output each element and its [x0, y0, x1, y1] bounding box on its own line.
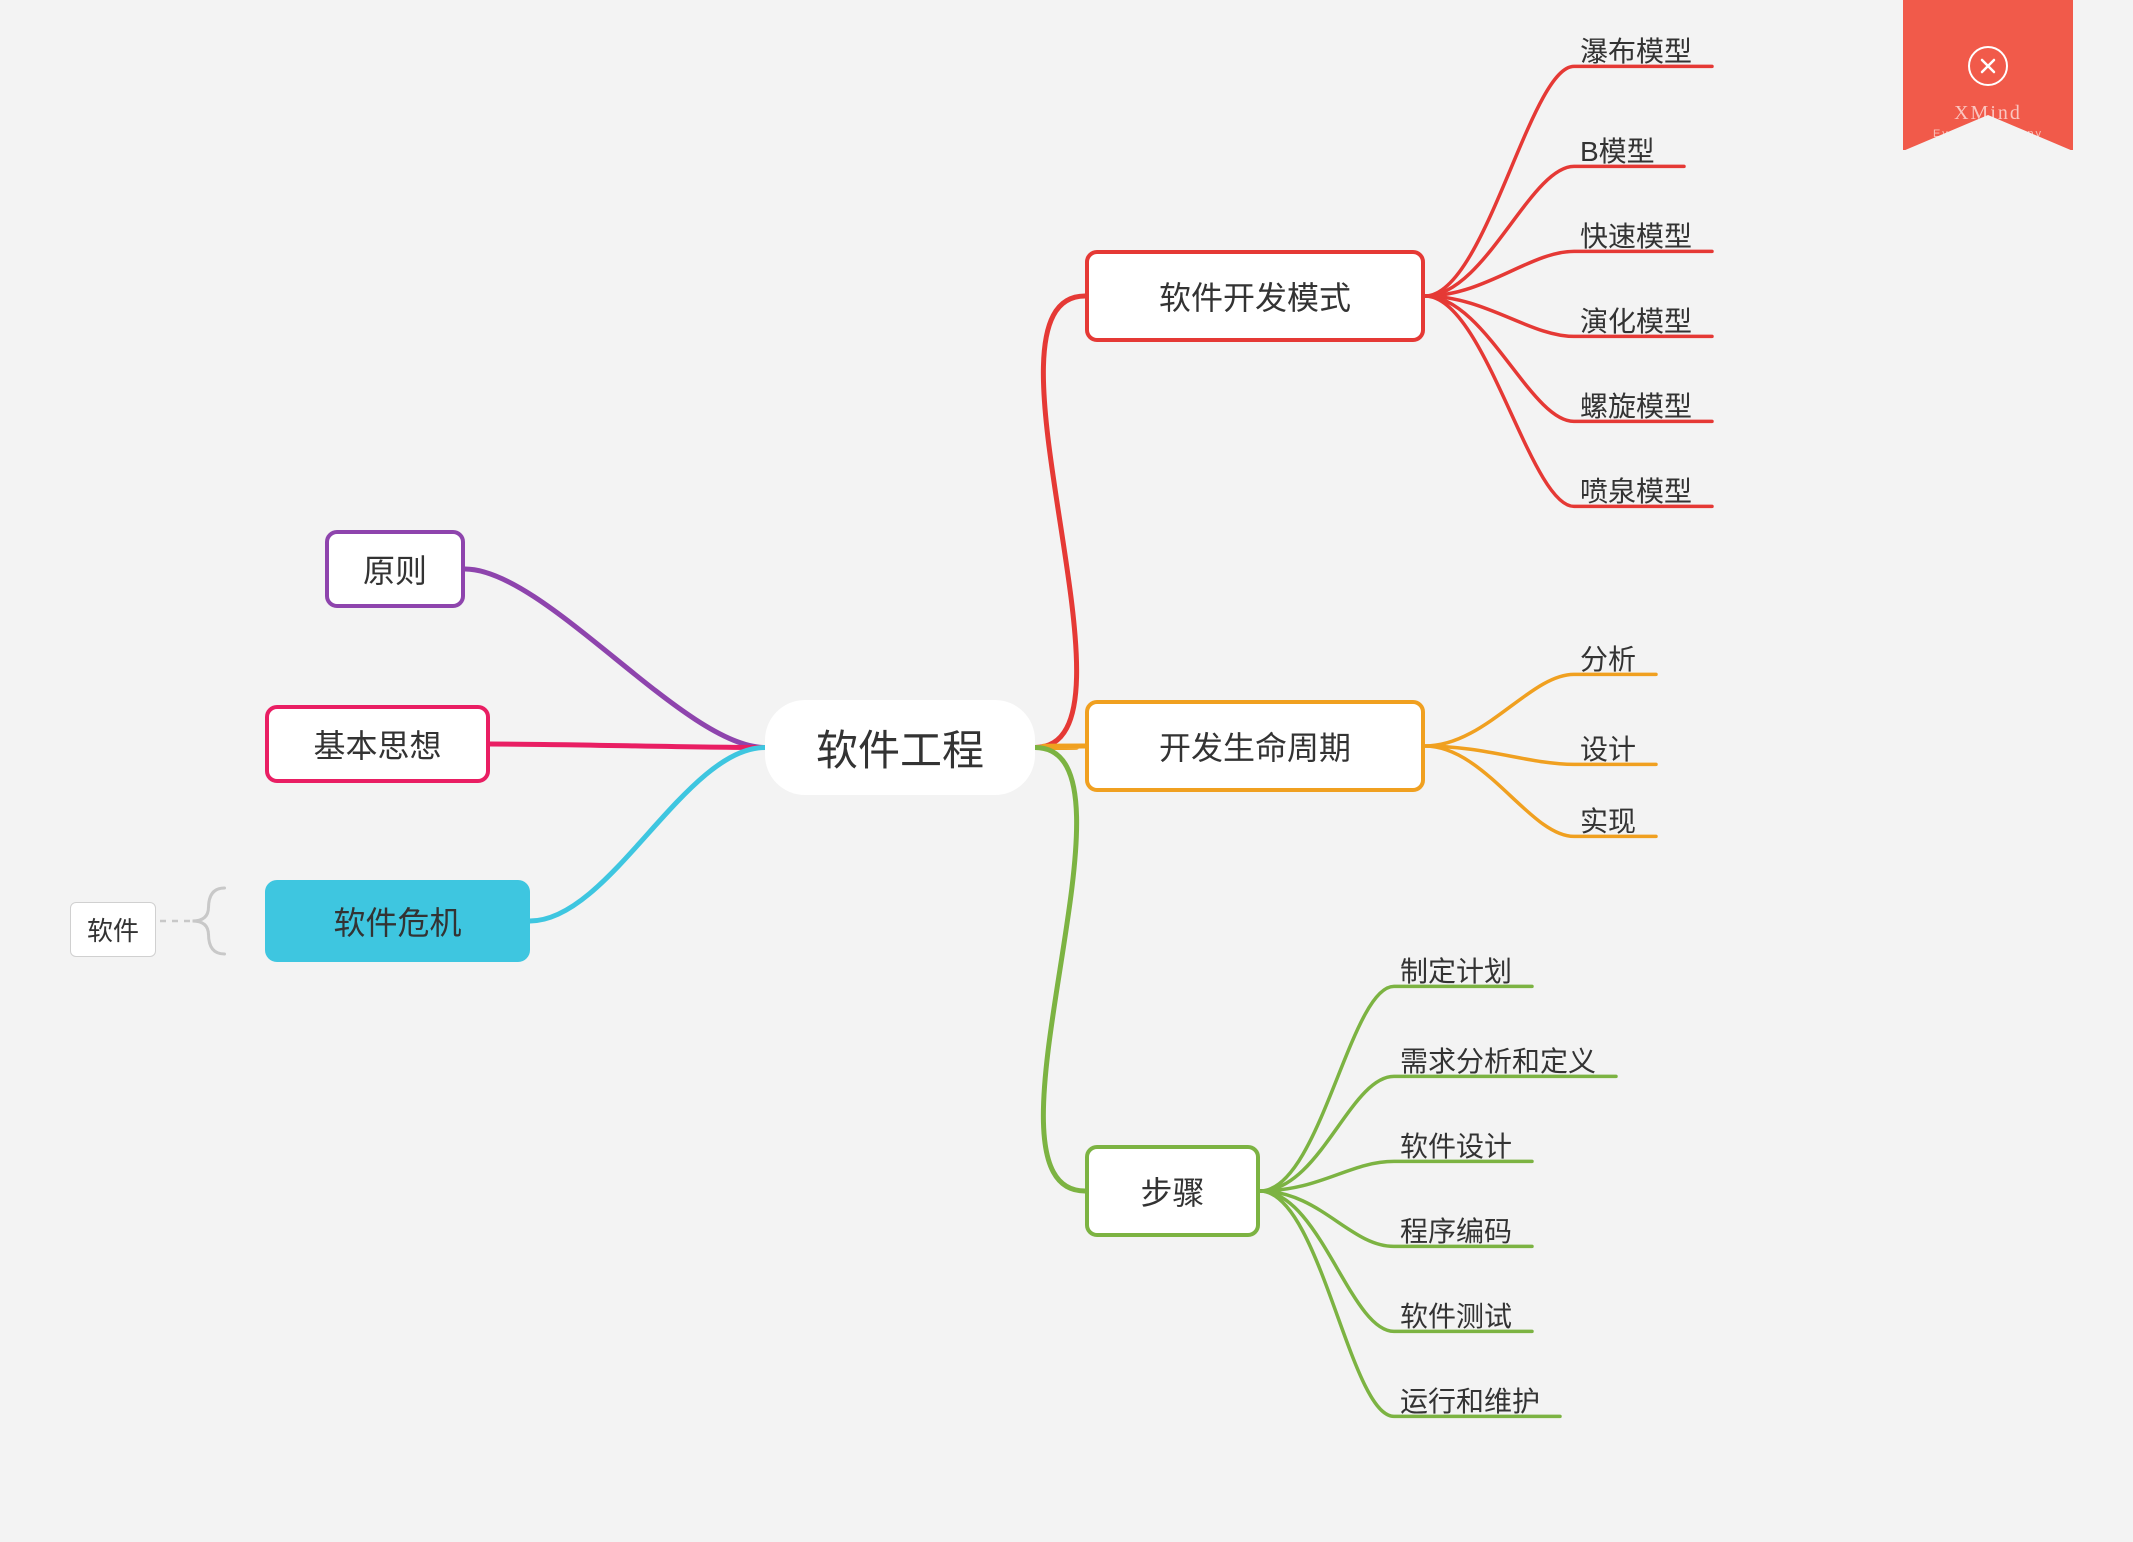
leaf-node[interactable]: 演化模型 [1580, 300, 1692, 340]
leaf-node[interactable]: 喷泉模型 [1580, 470, 1692, 510]
leaf-node[interactable]: 实现 [1580, 800, 1636, 840]
branch-lifecycle[interactable]: 开发生命周期 [1085, 700, 1425, 792]
leaf-node[interactable]: B模型 [1580, 130, 1655, 170]
leaf-node[interactable]: 软件 [70, 902, 156, 957]
center-node[interactable]: 软件工程 [765, 700, 1035, 795]
branch-steps[interactable]: 步骤 [1085, 1145, 1260, 1237]
branch-dev-pattern[interactable]: 软件开发模式 [1085, 250, 1425, 342]
leaf-node[interactable]: 设计 [1580, 728, 1636, 768]
leaf-node[interactable]: 制定计划 [1400, 950, 1512, 990]
branch-software-crisis[interactable]: 软件危机 [265, 880, 530, 962]
leaf-node[interactable]: 程序编码 [1400, 1210, 1512, 1250]
leaf-node[interactable]: 软件设计 [1400, 1125, 1512, 1165]
watermark-tab: XMind Evaluation Copy [1903, 0, 2073, 150]
leaf-node[interactable]: 瀑布模型 [1580, 30, 1692, 70]
leaf-node[interactable]: 快速模型 [1580, 215, 1692, 255]
leaf-node[interactable]: 运行和维护 [1400, 1380, 1540, 1420]
leaf-node[interactable]: 需求分析和定义 [1400, 1040, 1596, 1080]
leaf-node[interactable]: 分析 [1580, 638, 1636, 678]
branch-basic-idea[interactable]: 基本思想 [265, 705, 490, 783]
leaf-node[interactable]: 软件测试 [1400, 1295, 1512, 1335]
branch-principle[interactable]: 原则 [325, 530, 465, 608]
leaf-node[interactable]: 螺旋模型 [1580, 385, 1692, 425]
close-icon [1968, 46, 2008, 86]
